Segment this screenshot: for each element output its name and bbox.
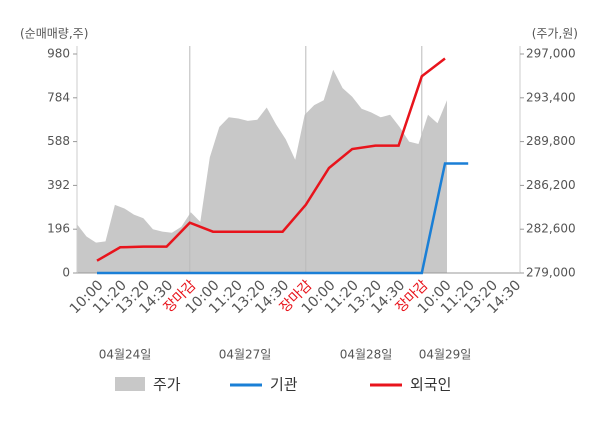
y-tick-label: 588 <box>47 134 70 148</box>
y-tick-label: 0 <box>62 266 70 280</box>
y2-tick-label: 297,000 <box>526 47 576 61</box>
date-label: 04월29일 <box>419 348 472 362</box>
y-tick-label: 196 <box>47 222 70 236</box>
legend-label: 외국인 <box>410 376 451 394</box>
price-area <box>77 69 447 273</box>
y2-tick-label: 279,000 <box>526 266 576 280</box>
y-tick-label: 980 <box>47 47 70 61</box>
y-axis-title: (순매매량,주) <box>20 27 88 41</box>
y2-tick-label: 293,400 <box>526 90 576 104</box>
legend-label: 기관 <box>270 376 298 394</box>
date-label: 04월27일 <box>219 348 272 362</box>
y-tick-label: 784 <box>47 90 70 104</box>
date-label: 04월28일 <box>340 348 393 362</box>
y2-tick-label: 289,800 <box>526 134 576 148</box>
y-tick-label: 392 <box>47 178 70 192</box>
series-line <box>96 57 446 262</box>
y2-tick-label: 282,600 <box>526 222 576 236</box>
date-label: 04월24일 <box>99 348 152 362</box>
y2-tick-label: 286,200 <box>526 178 576 192</box>
series-line <box>97 162 469 275</box>
legend-swatch <box>115 377 145 391</box>
legend-label: 주가 <box>153 376 181 394</box>
y2-axis-title: (주가,원) <box>532 27 578 41</box>
